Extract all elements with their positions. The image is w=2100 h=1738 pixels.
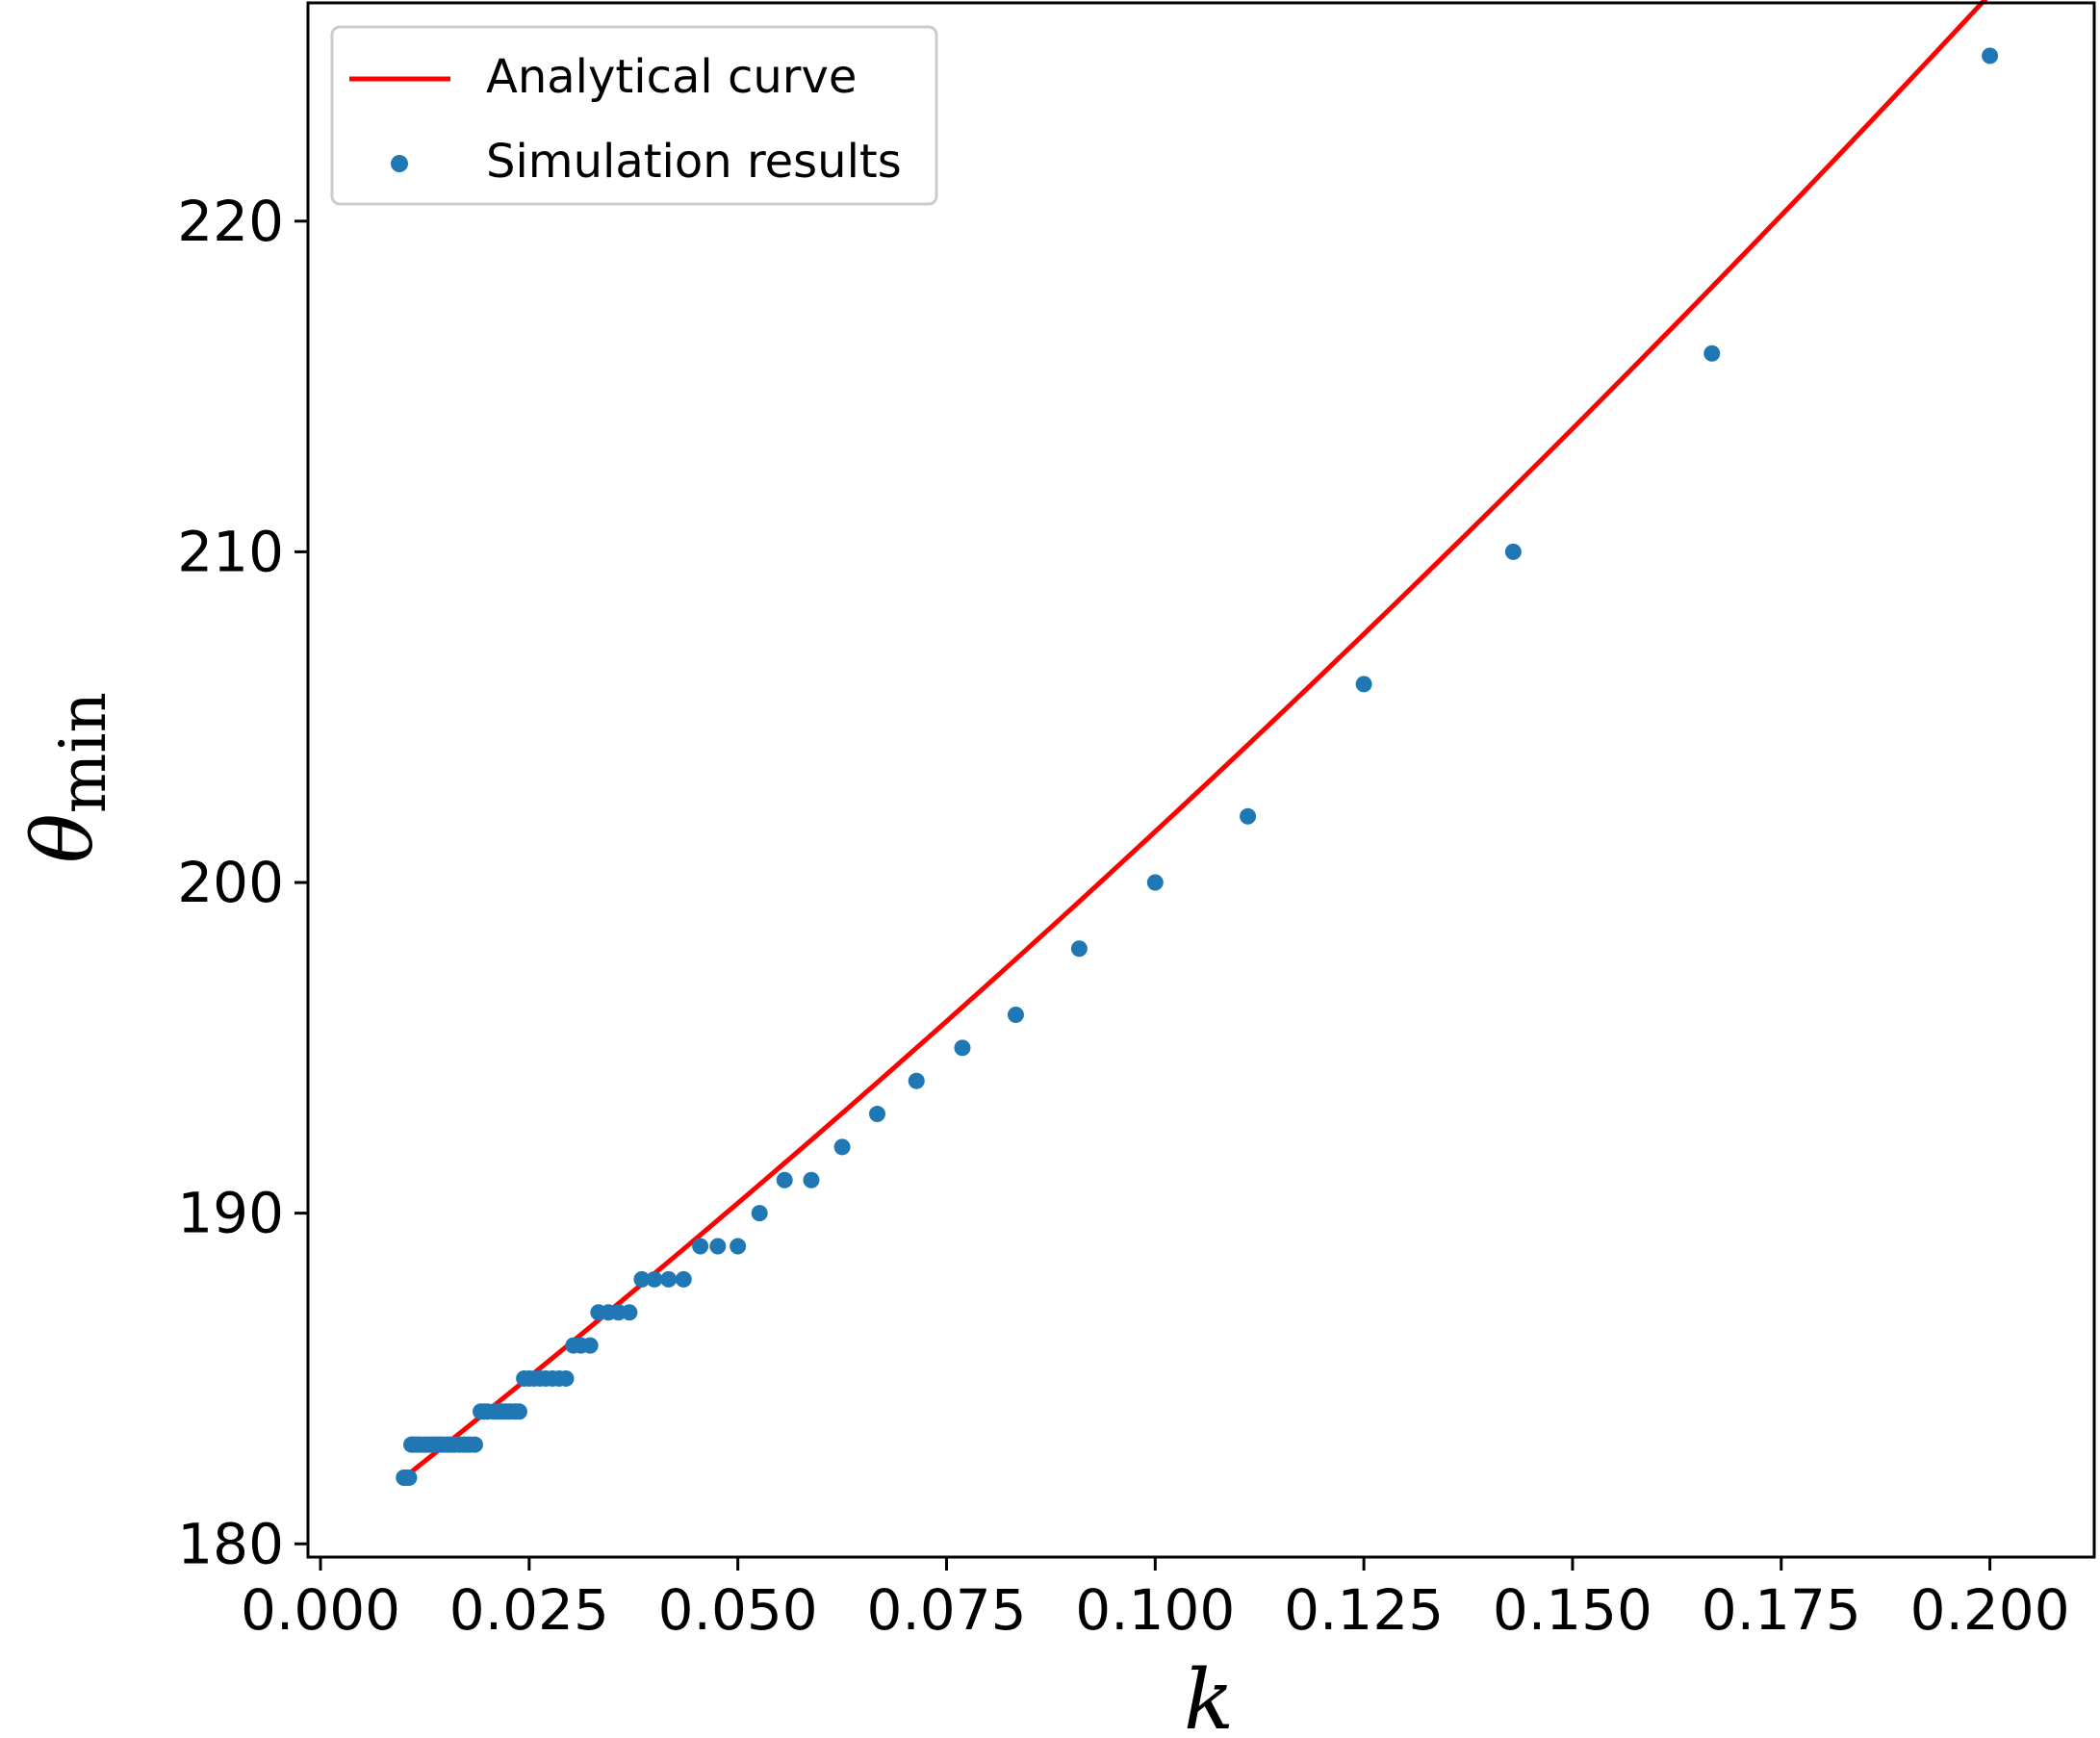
x-tick-label: 0.175 bbox=[1702, 1577, 1861, 1643]
legend-label-analytical: Analytical curve bbox=[486, 50, 857, 104]
y-axis-label-subscript: min bbox=[46, 692, 120, 813]
data-point bbox=[692, 1238, 709, 1255]
y-tick-label: 210 bbox=[177, 519, 284, 584]
data-point bbox=[833, 1138, 851, 1156]
data-point bbox=[557, 1369, 575, 1387]
y-tick-label: 190 bbox=[177, 1181, 284, 1246]
y-tick-label: 180 bbox=[177, 1511, 284, 1576]
x-tick-label: 0.025 bbox=[449, 1577, 609, 1643]
y-axis-label-text: θmin bbox=[15, 692, 120, 863]
x-tick-label: 0.150 bbox=[1493, 1577, 1652, 1643]
data-point bbox=[621, 1304, 638, 1321]
legend-box bbox=[330, 25, 938, 206]
data-point bbox=[709, 1238, 727, 1255]
axes-frame bbox=[306, 1, 2096, 1559]
data-point bbox=[1703, 345, 1721, 362]
legend-marker-swatch bbox=[391, 155, 408, 172]
data-point bbox=[675, 1270, 692, 1288]
y-tick-label: 200 bbox=[177, 850, 284, 915]
data-point bbox=[1240, 807, 1257, 825]
data-point bbox=[400, 1470, 418, 1487]
y-axis-label-symbol: θ bbox=[15, 813, 112, 863]
legend-label-simulation: Simulation results bbox=[486, 135, 902, 189]
data-point bbox=[1007, 1006, 1024, 1023]
x-tick-label: 0.200 bbox=[1910, 1577, 2070, 1643]
data-point bbox=[1504, 543, 1522, 560]
legend: Analytical curve Simulation results bbox=[330, 25, 938, 206]
axes: 0.000 0.025 0.050 0.075 0.100 0.125 0.150 0.175… bbox=[177, 1, 2096, 1643]
data-point bbox=[868, 1106, 885, 1123]
y-axis-label: θmin bbox=[15, 692, 120, 863]
x-tick-label: 0.075 bbox=[866, 1577, 1026, 1643]
data-point bbox=[510, 1403, 527, 1420]
y-tick-label: 220 bbox=[177, 189, 284, 254]
data-point bbox=[1070, 940, 1088, 958]
plot-area bbox=[396, 0, 1999, 1487]
data-point bbox=[803, 1171, 820, 1188]
data-point bbox=[908, 1072, 925, 1089]
data-point bbox=[660, 1270, 678, 1288]
data-point bbox=[1355, 676, 1372, 693]
x-tick-label: 0.000 bbox=[241, 1577, 400, 1643]
data-point bbox=[776, 1171, 793, 1188]
data-point bbox=[730, 1238, 747, 1255]
x-tick-label: 0.125 bbox=[1284, 1577, 1444, 1643]
data-point bbox=[954, 1039, 971, 1057]
data-point bbox=[751, 1205, 768, 1222]
data-point bbox=[466, 1436, 483, 1453]
data-point bbox=[646, 1270, 663, 1288]
x-axis-label: k bbox=[1184, 1652, 1234, 1738]
data-point bbox=[1982, 47, 1999, 64]
series-line-analytical-curve bbox=[402, 0, 1988, 1480]
x-tick-label: 0.100 bbox=[1075, 1577, 1235, 1643]
data-point bbox=[1146, 874, 1164, 891]
data-point bbox=[581, 1337, 599, 1354]
x-tick-label: 0.050 bbox=[658, 1577, 818, 1643]
data-point bbox=[633, 1270, 651, 1288]
